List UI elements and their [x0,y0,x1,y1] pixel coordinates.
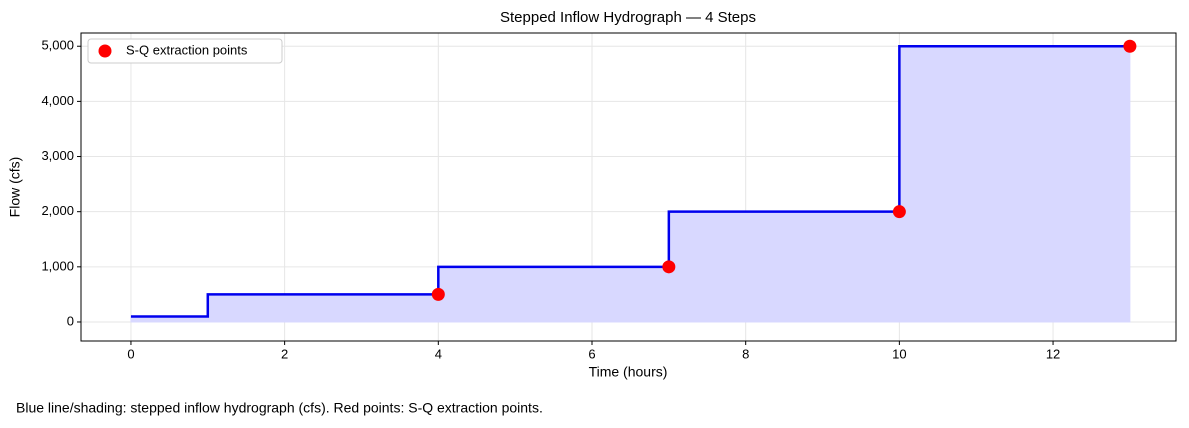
line [130,44,1130,318]
point [892,205,906,219]
x-tick-label: 2 [281,346,288,361]
point [1123,39,1137,53]
y-tick-label: 4,000 [41,93,74,108]
legend-label: S-Q extraction points [126,42,248,57]
y-tick-label: 3,000 [41,148,74,163]
chart-title: Stepped Inflow Hydrograph — 4 Steps [500,9,756,26]
x-tick-label: 10 [892,346,906,361]
y-tick-label: 1,000 [41,258,74,273]
x-axis-label: Time (hours) [589,364,668,380]
legend-box [87,38,283,64]
legend-marker [98,44,112,58]
x-tick-label: 12 [1046,346,1060,361]
y-tick-label: 0 [67,313,74,328]
plot-frame [80,32,1177,342]
area [130,45,1131,323]
y-axis-label: Flow (cfs) [7,157,23,218]
x-tick-label: 4 [435,346,442,361]
x-tick-label: 8 [742,346,749,361]
point [431,287,445,301]
caption: Blue line/shading: stepped inflow hydrog… [16,400,543,416]
point [662,260,676,274]
x-tick-label: 6 [588,346,595,361]
y-tick-label: 5,000 [41,38,74,53]
x-tick-label: 0 [127,346,134,361]
y-tick-label: 2,000 [41,203,74,218]
